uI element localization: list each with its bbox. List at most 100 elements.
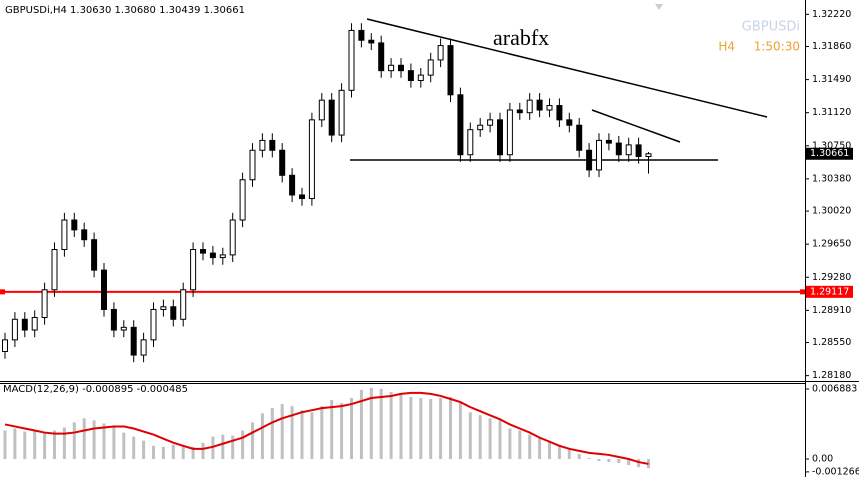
macd-bar	[617, 459, 621, 464]
candle-body	[457, 94, 464, 156]
candle-body	[318, 99, 325, 121]
candle-body	[635, 144, 642, 158]
macd-bar	[379, 388, 383, 459]
level-label-box	[806, 285, 853, 298]
macd-bar	[221, 434, 225, 459]
macd-bar	[478, 415, 482, 459]
candle-body	[586, 149, 593, 171]
candle-body	[61, 219, 68, 251]
macd-bar	[3, 430, 7, 459]
y-tick-label: 1.30750	[812, 140, 851, 151]
macd-bar	[62, 427, 66, 459]
macd-bar	[72, 422, 76, 459]
macd-bar	[142, 440, 146, 459]
candle-body	[427, 59, 434, 76]
candle-body	[378, 42, 385, 72]
shift-marker	[655, 4, 663, 10]
macd-bar	[399, 394, 403, 459]
macd-bar	[290, 406, 294, 459]
candle-body	[81, 229, 88, 241]
candle-body	[91, 239, 98, 271]
candle-body	[447, 45, 454, 96]
macd-bar	[538, 437, 542, 459]
macd-bar	[597, 459, 601, 462]
macd-bar	[528, 434, 532, 459]
candle-body	[497, 119, 503, 156]
macd-bar	[171, 444, 175, 459]
candle-body	[200, 249, 206, 254]
candle-body	[388, 64, 395, 72]
candle-body	[299, 194, 305, 200]
macd-bar	[102, 423, 106, 459]
y-tick-label: 1.29650	[812, 239, 851, 250]
y-tick-label: 1.30380	[812, 173, 851, 184]
macd-bar	[92, 420, 96, 459]
indicator-title: MACD(12,26,9) -0.000895 -0.000485	[3, 384, 188, 395]
macd-bar	[419, 397, 423, 459]
macd-bar	[132, 436, 136, 459]
candle-body	[348, 29, 355, 91]
candle-body	[615, 142, 622, 156]
candle-body	[101, 269, 107, 310]
macd-bar	[498, 420, 502, 459]
macd-bar	[231, 435, 235, 459]
macd-bar	[241, 430, 245, 459]
candle-body	[625, 144, 632, 156]
symbol-label: GBPUSDi	[742, 20, 800, 35]
candle-body	[71, 219, 78, 231]
price-label-box	[806, 147, 853, 160]
candle-body	[170, 306, 177, 320]
macd-bar	[23, 431, 27, 459]
y-tick-label: 1.28550	[812, 337, 851, 348]
y-tick-label: 1.31490	[812, 74, 851, 85]
watermark: arabfx	[493, 25, 549, 50]
candle-body	[41, 289, 48, 319]
candle-body	[576, 124, 583, 151]
macd-bar	[587, 457, 591, 459]
macd-bar	[280, 404, 284, 459]
macd-bar	[350, 397, 353, 459]
macd-bar	[607, 459, 611, 463]
candle-body	[437, 45, 444, 61]
price-label: 1.30661	[810, 148, 849, 159]
candle-body	[645, 153, 652, 158]
candle-body	[130, 326, 137, 356]
candle-body	[556, 105, 563, 121]
macd-bar	[449, 396, 452, 459]
candle-body	[566, 119, 573, 126]
candle-body	[358, 29, 365, 41]
candle-body	[407, 70, 414, 81]
macd-bar	[548, 441, 551, 459]
trendline	[366, 18, 768, 118]
macd-bar	[161, 446, 165, 459]
candle-body	[368, 39, 375, 44]
macd-bar	[112, 427, 116, 459]
candle-body	[338, 89, 345, 136]
candle-body	[31, 317, 38, 331]
level-label: 1.29117	[810, 286, 849, 297]
candle-body	[160, 306, 167, 310]
timeframe: H4	[718, 40, 735, 54]
candle-body	[487, 119, 494, 126]
macd-bar	[429, 399, 433, 459]
symbol-info: GBPUSDi,H4 1.30630 1.30680 1.30439 1.306…	[5, 5, 245, 16]
countdown: 1:50:30	[754, 40, 800, 54]
candle-body	[596, 139, 602, 171]
candle-body	[11, 318, 18, 341]
macd-bar	[518, 430, 522, 459]
macd-bar	[201, 442, 205, 459]
macd-bar	[567, 448, 571, 459]
candle-body	[51, 249, 58, 291]
macd-bar	[557, 444, 561, 459]
macd-bar	[251, 422, 254, 459]
macd-bar	[300, 410, 304, 459]
macd-bar	[152, 445, 155, 459]
macd-bar	[389, 391, 393, 459]
level-handle	[800, 289, 805, 295]
candle-body	[269, 139, 276, 151]
macd-bar	[488, 418, 492, 459]
candle-body	[120, 326, 127, 331]
macd-bar	[369, 387, 373, 459]
